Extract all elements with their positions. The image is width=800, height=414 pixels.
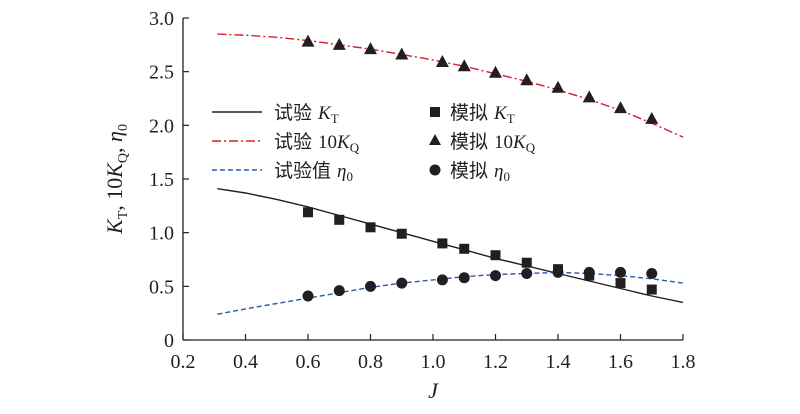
legend-label-exp-kt: 试验 KT — [274, 102, 339, 126]
triangle-marker-series-1 — [332, 37, 346, 50]
triangle-marker-series-1 — [551, 80, 565, 93]
circle-marker-series-2 — [333, 285, 345, 297]
square-marker-series-0 — [437, 238, 448, 249]
legend-item-sim-kq: 模拟 10KQ — [429, 131, 536, 155]
x-axis-title: J — [428, 378, 439, 403]
circle-marker-series-2 — [552, 266, 564, 278]
triangle-marker-series-1 — [395, 47, 409, 60]
legend-circle-marker — [429, 164, 441, 176]
circle-marker-series-2 — [583, 266, 595, 278]
legend-label-exp-eta: 试验值 η0 — [274, 160, 353, 184]
square-marker-series-0 — [303, 207, 313, 218]
legend-square-marker — [430, 107, 440, 117]
x-tick-label: 0.2 — [171, 351, 196, 373]
legend-item-exp-kt: 试验 KT — [212, 102, 339, 126]
triangle-marker-series-1 — [301, 34, 315, 47]
series-line-1 — [217, 33, 684, 138]
triangle-marker-series-1 — [645, 111, 659, 124]
square-marker-series-0 — [334, 214, 345, 225]
x-tick-label: 0.4 — [233, 351, 258, 373]
x-ticks: 0.2 0.4 0.6 0.8 1.0 1.2 1.4 1.6 1.8 — [171, 334, 696, 373]
legend-triangle-marker — [429, 134, 441, 145]
circle-marker-series-2 — [458, 272, 470, 284]
x-tick-label: 1.2 — [483, 351, 508, 373]
triangle-marker-series-1 — [582, 90, 596, 103]
series-line-0 — [217, 188, 684, 304]
circle-marker-series-2 — [646, 267, 658, 279]
circle-marker-series-2 — [521, 267, 533, 279]
legend-label-sim-eta: 模拟 η0 — [450, 160, 510, 184]
square-marker-series-0 — [490, 250, 501, 261]
triangle-marker-series-1 — [614, 101, 627, 114]
legend-item-exp-kq: 试验 10KQ — [212, 131, 360, 155]
circle-marker-series-2 — [615, 266, 626, 278]
x-tick-label: 1.0 — [421, 351, 446, 373]
legend-label-exp-kq: 试验 10KQ — [274, 131, 360, 155]
square-marker-series-0 — [646, 284, 657, 295]
y-tick-label: 2.0 — [149, 115, 174, 137]
legend-label-sim-kq: 模拟 10KQ — [450, 131, 536, 155]
x-tick-label: 1.8 — [671, 351, 696, 373]
y-ticks: 0 0.5 1.0 1.5 2.0 2.5 3.0 — [149, 8, 189, 352]
square-marker-series-0 — [615, 278, 626, 289]
triangle-marker-series-1 — [364, 42, 377, 55]
square-marker-series-0 — [521, 257, 532, 268]
legend-item-sim-eta: 模拟 η0 — [429, 160, 510, 184]
x-tick-label: 1.6 — [608, 351, 633, 373]
square-marker-series-0 — [459, 243, 470, 254]
series-line-2 — [217, 271, 684, 315]
y-tick-label: 2.5 — [149, 62, 174, 84]
y-tick-label: 1.0 — [149, 223, 174, 245]
circle-marker-series-2 — [490, 270, 501, 282]
y-tick-label: 0.5 — [149, 276, 174, 298]
y-axis-title: KT, 10KQ, η0 — [102, 124, 131, 235]
series-lines — [217, 33, 684, 315]
y-tick-label: 3.0 — [149, 8, 174, 30]
legend: 试验 KT 试验 10KQ 试验值 η0 模拟 KT 模拟 10KQ 模拟 η0 — [212, 102, 536, 184]
x-tick-label: 0.6 — [296, 351, 321, 373]
triangle-marker-series-1 — [435, 55, 449, 68]
circle-marker-series-2 — [302, 290, 314, 302]
circle-marker-series-2 — [396, 277, 408, 289]
x-tick-label: 0.8 — [358, 351, 383, 373]
circle-marker-series-2 — [436, 274, 448, 286]
triangle-marker-series-1 — [457, 59, 471, 72]
y-tick-label: 0 — [164, 330, 174, 352]
y-tick-label: 1.5 — [149, 169, 174, 191]
triangle-marker-series-1 — [520, 73, 534, 86]
series-markers — [301, 34, 659, 302]
legend-item-exp-eta: 试验值 η0 — [212, 160, 353, 184]
legend-item-sim-kt: 模拟 KT — [430, 102, 515, 126]
triangle-marker-series-1 — [489, 65, 502, 78]
x-tick-label: 1.4 — [546, 351, 571, 373]
square-marker-series-0 — [365, 222, 376, 233]
square-marker-series-0 — [396, 228, 407, 239]
legend-label-sim-kt: 模拟 KT — [450, 102, 515, 126]
circle-marker-series-2 — [365, 280, 376, 292]
